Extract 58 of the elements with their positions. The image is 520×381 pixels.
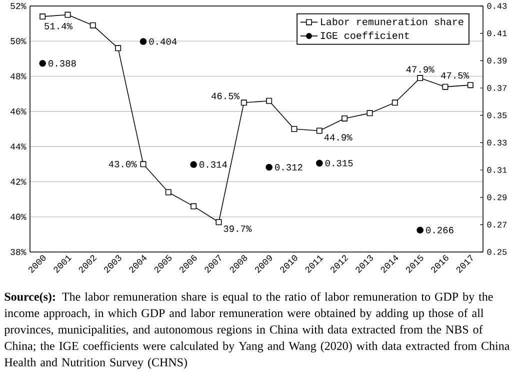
point (115, 45, 122, 52)
point (266, 98, 272, 104)
y-tick-label: 48% (10, 73, 26, 80)
text: Source(s): The labor remuneration share is equal to the ratio of labor remuneration to GDP by the income approach, in which GDP and labor remuneration were obtained by adding up those of all provinces, municipalities, and autonomous regions in China with data extracted from the NBS of China; the IGE coefficients were calculated by Yang and Wang (2020) with data extracted from China Health and Nutrition Survey (CHNS) (4, 292, 510, 369)
data-label: 0.266 (426, 226, 454, 234)
y-tick-label: 50% (10, 38, 26, 44)
y-tick-label: 42% (10, 178, 26, 185)
y-tick-label: 40% (10, 214, 26, 220)
point (442, 84, 448, 90)
y2-tick-label: 0.39 (487, 58, 507, 64)
y-tick-label: 46% (10, 108, 26, 114)
y-tick-label: 52% (10, 2, 26, 10)
y2-tick-label: 0.31 (487, 167, 507, 173)
point (90, 22, 96, 28)
point (342, 115, 348, 122)
legend-label: Labor remuneration share (321, 18, 464, 26)
data-label: 0.312 (275, 164, 302, 170)
point (216, 219, 222, 226)
y2-tick-label: 0.25 (487, 249, 507, 255)
point (417, 75, 424, 82)
point (291, 126, 298, 132)
point (240, 100, 247, 106)
point (140, 161, 146, 168)
point (165, 189, 172, 196)
point (416, 226, 424, 234)
point (392, 100, 398, 106)
data-label: 43.0% (108, 160, 137, 168)
point (467, 82, 474, 88)
data-label: 0.314 (200, 161, 228, 168)
data-label: 47.5% (440, 72, 470, 79)
y2-tick-label: 0.37 (487, 85, 506, 91)
y2-tick-label: 0.29 (487, 194, 507, 200)
y2-tick-label: 0.35 (487, 112, 507, 118)
data-label: 0.315 (325, 160, 353, 166)
y2-tick-label: 0.33 (487, 140, 507, 146)
data-label: 0.388 (48, 60, 76, 67)
data-label: 47.9% (406, 66, 434, 73)
point (190, 161, 197, 168)
data-label: 51.4% (44, 22, 72, 30)
y-tick-label: 38% (10, 248, 26, 256)
point (190, 203, 197, 210)
data-label: 44.9% (324, 134, 352, 141)
point (316, 128, 322, 134)
y-tick-label: 44% (10, 144, 26, 150)
y2-tick-label: 0.41 (487, 30, 507, 36)
point (316, 160, 323, 167)
point (64, 12, 71, 18)
point (366, 110, 373, 116)
point (140, 38, 147, 45)
point (266, 164, 272, 171)
y2-tick-label: 0.43 (487, 3, 507, 9)
data-label: 46.5% (211, 92, 240, 100)
legend-label: IGE coefficient (320, 32, 409, 39)
point (40, 14, 46, 20)
y2-tick-label: 0.27 (487, 222, 506, 228)
point (39, 60, 46, 67)
data-label: 39.7% (224, 226, 252, 232)
data-label: 0.404 (149, 38, 177, 45)
